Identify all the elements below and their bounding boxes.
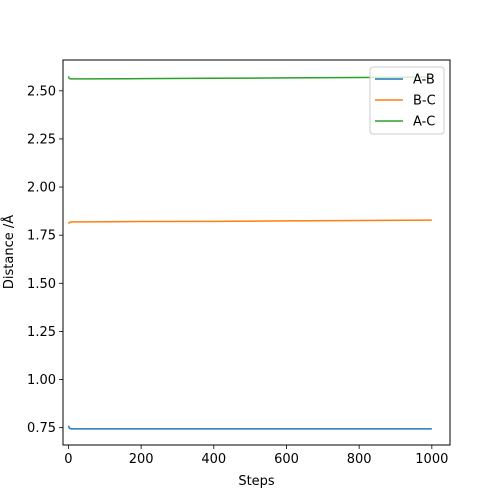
series-line-b-c [67, 219, 432, 225]
y-tick-label: 0.75 [27, 421, 56, 436]
y-tick-label: 2.25 [27, 132, 56, 147]
series-layer [67, 76, 432, 430]
legend-label-a-b: A-B [413, 73, 435, 88]
x-tick-label: 1000 [415, 452, 448, 467]
y-tick-label: 1.75 [27, 229, 56, 244]
x-tick-label: 400 [201, 452, 226, 467]
legend-label-a-c: A-C [413, 115, 435, 130]
legend-label-b-c: B-C [413, 94, 436, 109]
x-tick-label: 0 [64, 452, 72, 467]
plot-frame [62, 59, 451, 446]
x-tick-label: 800 [347, 452, 372, 467]
y-tick-label: 1.50 [27, 277, 56, 292]
x-axis-label: Steps [238, 474, 275, 489]
y-axis: 0.75 1.00 1.25 1.50 1.75 2.00 2.25 2.50 [27, 84, 63, 436]
series-line-a-c [67, 76, 432, 80]
x-tick-label: 200 [129, 452, 154, 467]
y-tick-label: 2.50 [27, 84, 56, 99]
legend: A-B B-C A-C [369, 66, 445, 135]
series-line-a-b [67, 425, 432, 430]
y-tick-label: 1.25 [27, 325, 56, 340]
x-axis: 0 200 400 600 800 1000 [64, 445, 448, 467]
y-tick-label: 1.00 [27, 373, 56, 388]
y-tick-label: 2.00 [27, 181, 56, 196]
y-axis-label: Distance /Å [1, 215, 17, 289]
legend-box [369, 66, 445, 135]
x-tick-label: 600 [274, 452, 299, 467]
